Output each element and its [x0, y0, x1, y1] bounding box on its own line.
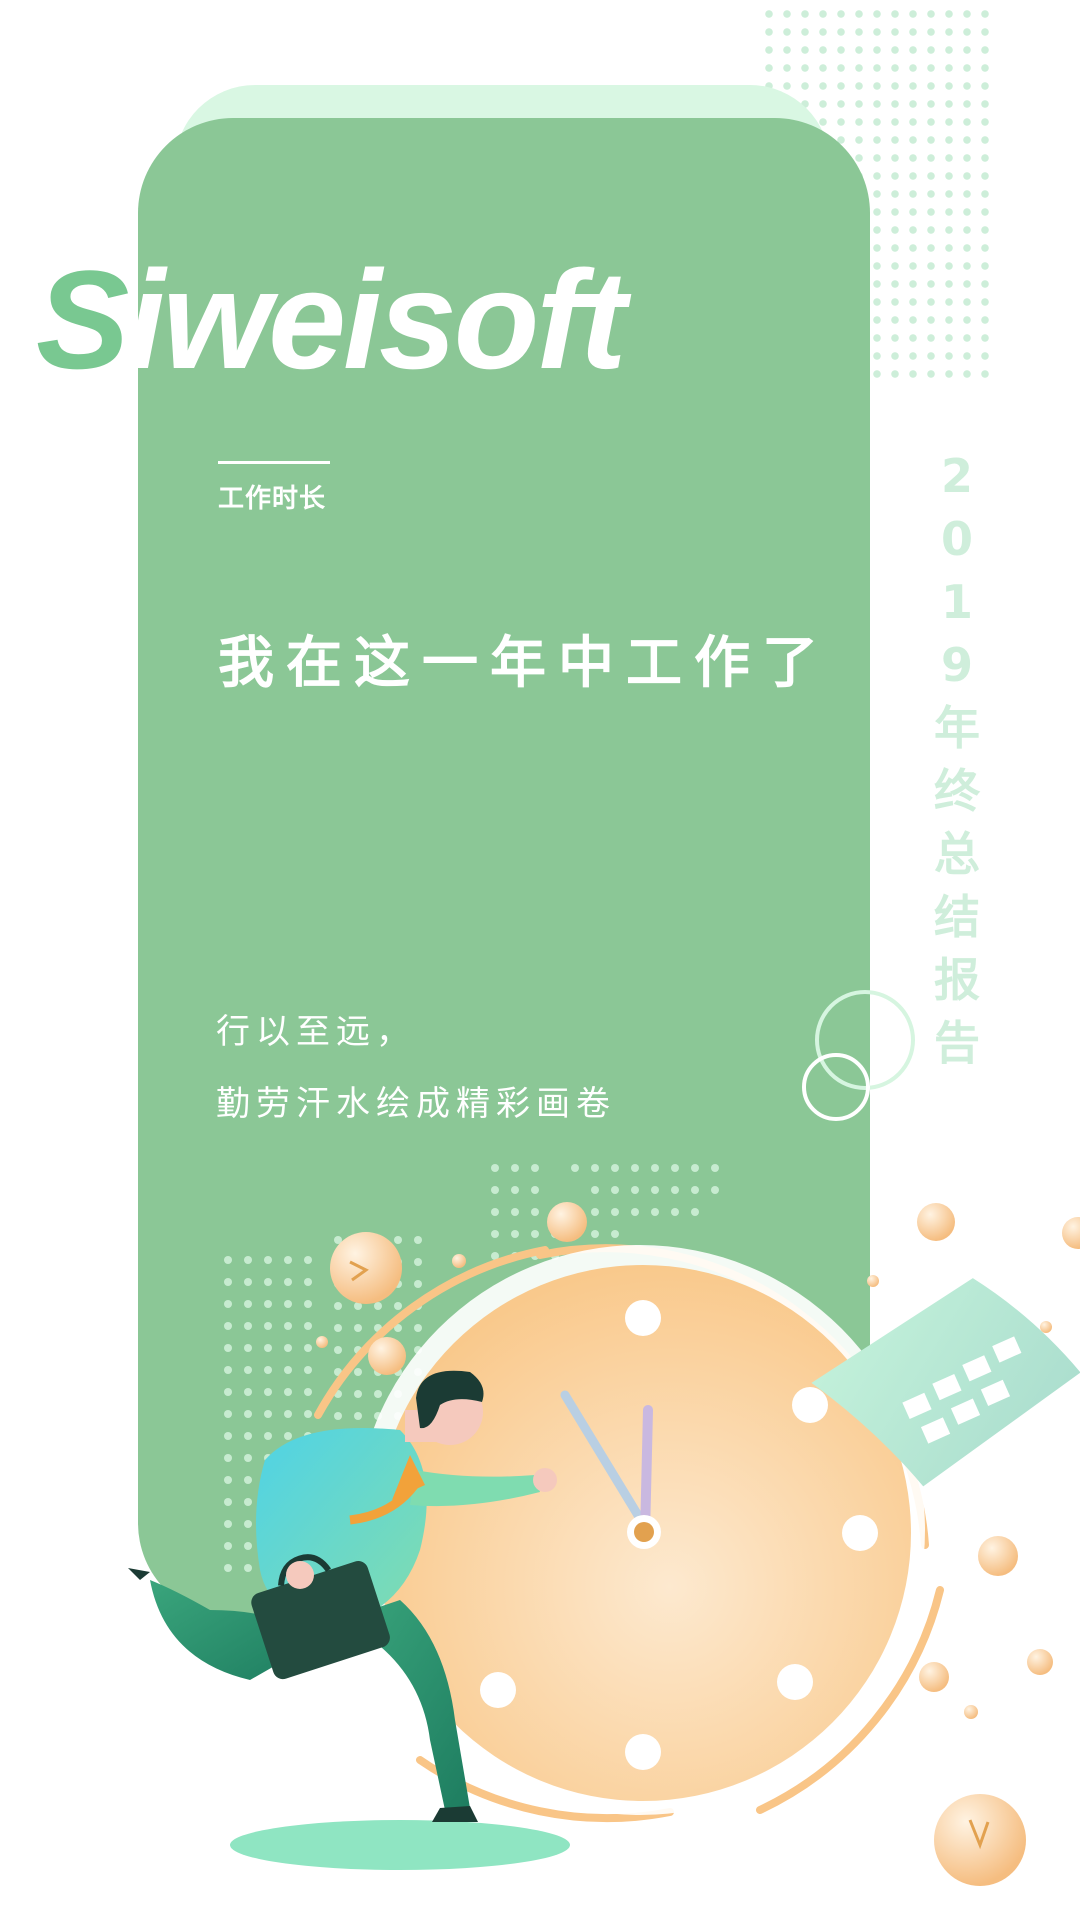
- quote-line-1: 行以至远，: [216, 1012, 416, 1052]
- section-label: 工作时长: [218, 484, 327, 514]
- label-divider: [218, 461, 330, 464]
- running-man-figure: [128, 1370, 557, 1822]
- ground-shadow: [230, 1820, 570, 1870]
- small-clock-icon-tiny: [919, 1662, 949, 1692]
- clock-orbit-ring: [314, 1246, 549, 1419]
- dot-pattern-center: [491, 1164, 719, 1260]
- calendar-icon: [811, 1278, 1080, 1487]
- briefcase-icon: [251, 1554, 390, 1680]
- decor-ring-small: [802, 1053, 870, 1121]
- clock-minute-hand: [560, 1390, 655, 1540]
- running-man-clock-illustration: [128, 1164, 1080, 1886]
- quote-line-2: 勤劳汗水绘成精彩画卷: [216, 1084, 616, 1124]
- quote: 行以至远， 勤劳汗水绘成精彩画卷: [216, 996, 616, 1140]
- small-clock-icon: [330, 1232, 402, 1304]
- clock-hour-hand: [640, 1405, 653, 1540]
- clock-icon: [355, 1245, 925, 1815]
- brand-logo-text: Siweisoft: [36, 241, 627, 398]
- vertical-report-title: 2019年终总结报告: [934, 449, 980, 1070]
- clock-hour-markers: [480, 1300, 878, 1770]
- small-clock-icon-bottom: [934, 1794, 1026, 1886]
- headline: 我在这一年中工作了: [218, 631, 830, 696]
- decor-orange-balls: [316, 1202, 1080, 1719]
- clock-orbit-ring-bottom: [756, 1586, 944, 1814]
